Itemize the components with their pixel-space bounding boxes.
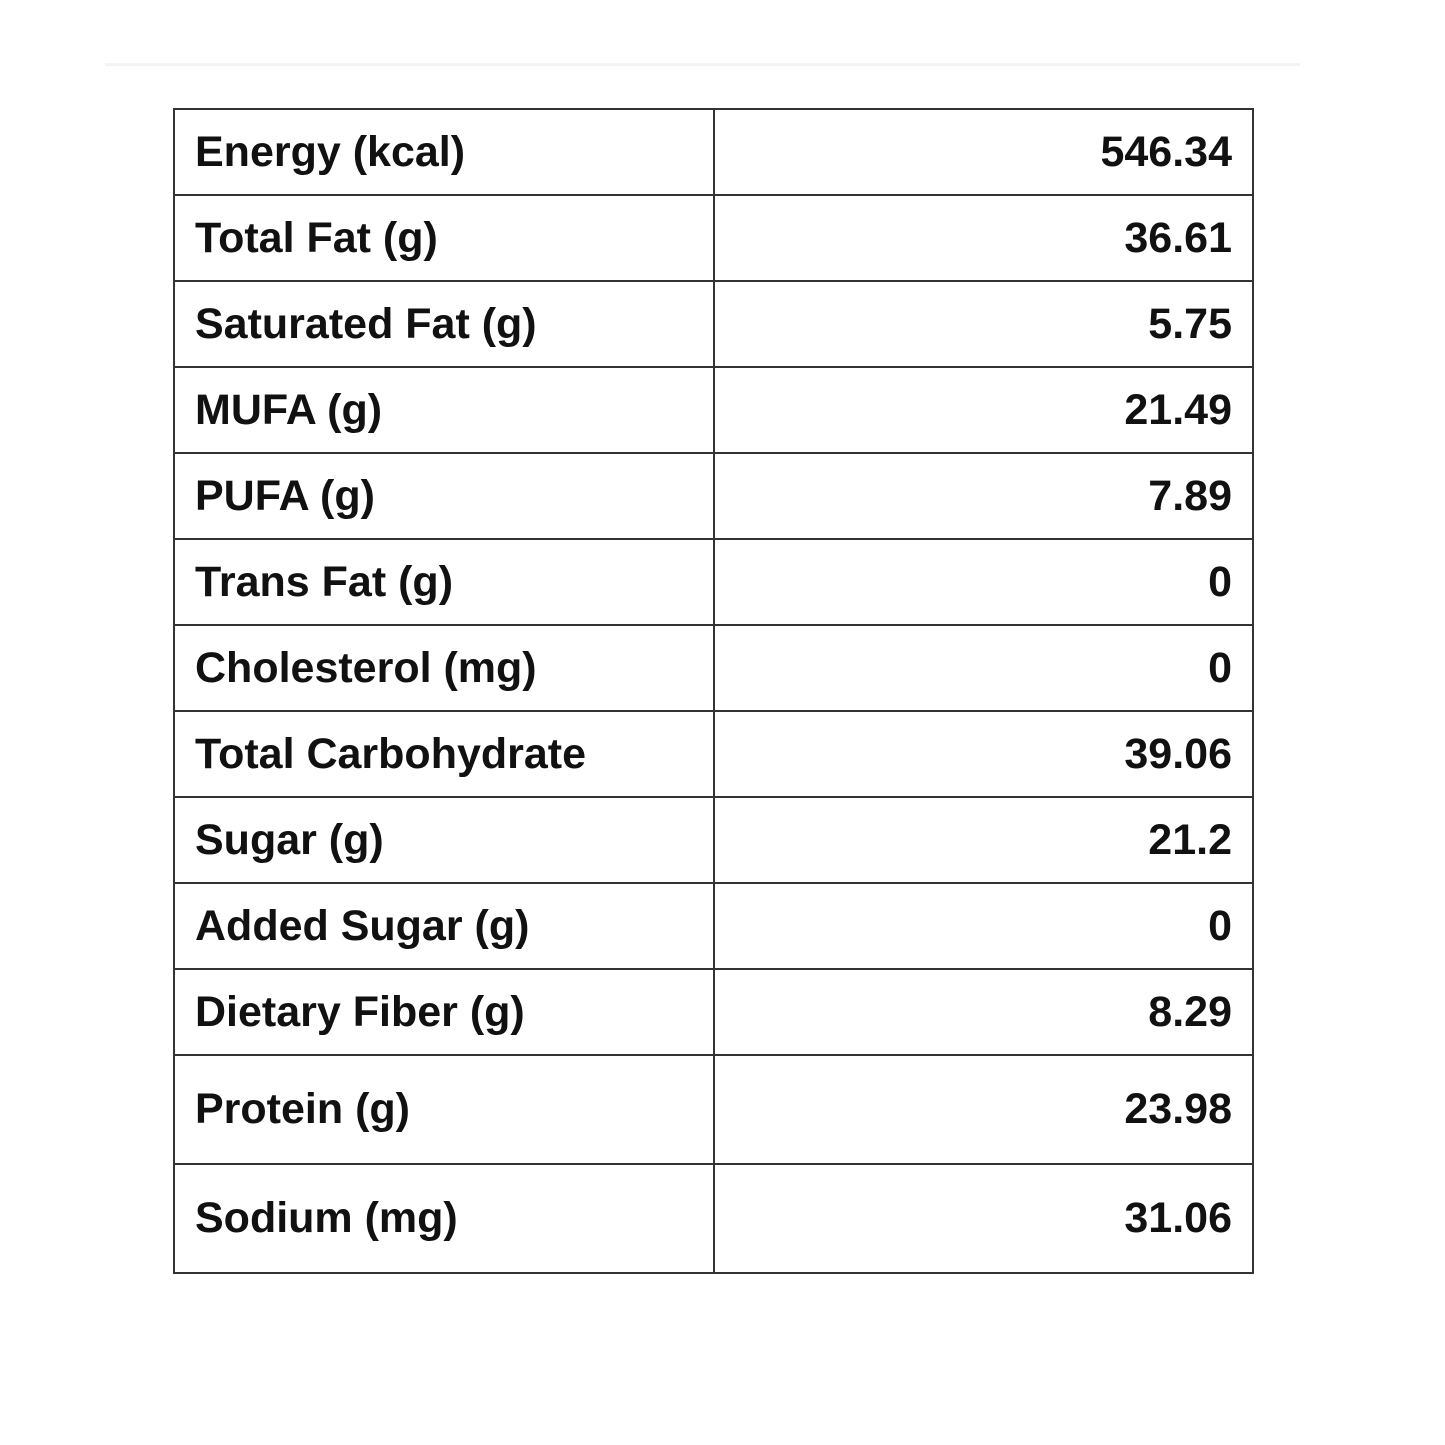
nutrient-value: 0 [713, 538, 1254, 626]
nutrient-name: MUFA (g) [173, 366, 715, 454]
nutrient-value: 0 [713, 882, 1254, 970]
nutrient-value: 21.49 [713, 366, 1254, 454]
nutrient-name: Added Sugar (g) [173, 882, 715, 970]
nutrient-name: Sodium (mg) [173, 1163, 715, 1274]
nutrient-name: Saturated Fat (g) [173, 280, 715, 368]
nutrient-name: Cholesterol (mg) [173, 624, 715, 712]
table-row: Sodium (mg) 31.06 [173, 1163, 1254, 1274]
table-row: Sugar (g) 21.2 [173, 796, 1254, 884]
nutrient-name: Total Carbohydrate [173, 710, 715, 798]
nutrient-name: Dietary Fiber (g) [173, 968, 715, 1056]
nutrient-value: 36.61 [713, 194, 1254, 282]
table-row: Trans Fat (g) 0 [173, 538, 1254, 626]
nutrient-value: 31.06 [713, 1163, 1254, 1274]
nutrition-table: Energy (kcal) 546.34 Total Fat (g) 36.61 Sat… [173, 108, 1254, 1274]
table-row: Energy (kcal) 546.34 [173, 108, 1254, 196]
table-row: Total Fat (g) 36.61 [173, 194, 1254, 282]
nutrient-value: 0 [713, 624, 1254, 712]
nutrient-value: 5.75 [713, 280, 1254, 368]
table-row: MUFA (g) 21.49 [173, 366, 1254, 454]
table-row: Total Carbohydrate 39.06 [173, 710, 1254, 798]
nutrient-name: Total Fat (g) [173, 194, 715, 282]
nutrient-value: 21.2 [713, 796, 1254, 884]
nutrient-value: 23.98 [713, 1054, 1254, 1165]
nutrient-name: PUFA (g) [173, 452, 715, 540]
nutrient-name: Energy (kcal) [173, 108, 715, 196]
table-row: Protein (g) 23.98 [173, 1054, 1254, 1165]
nutrient-value: 39.06 [713, 710, 1254, 798]
nutrient-value: 7.89 [713, 452, 1254, 540]
nutrient-name: Sugar (g) [173, 796, 715, 884]
table-row: Added Sugar (g) 0 [173, 882, 1254, 970]
table-row: PUFA (g) 7.89 [173, 452, 1254, 540]
nutrient-value: 546.34 [713, 108, 1254, 196]
table-row: Saturated Fat (g) 5.75 [173, 280, 1254, 368]
table-row: Dietary Fiber (g) 8.29 [173, 968, 1254, 1056]
nutrient-name: Trans Fat (g) [173, 538, 715, 626]
nutrient-value: 8.29 [713, 968, 1254, 1056]
divider [105, 63, 1300, 66]
nutrient-name: Protein (g) [173, 1054, 715, 1165]
table-row: Cholesterol (mg) 0 [173, 624, 1254, 712]
